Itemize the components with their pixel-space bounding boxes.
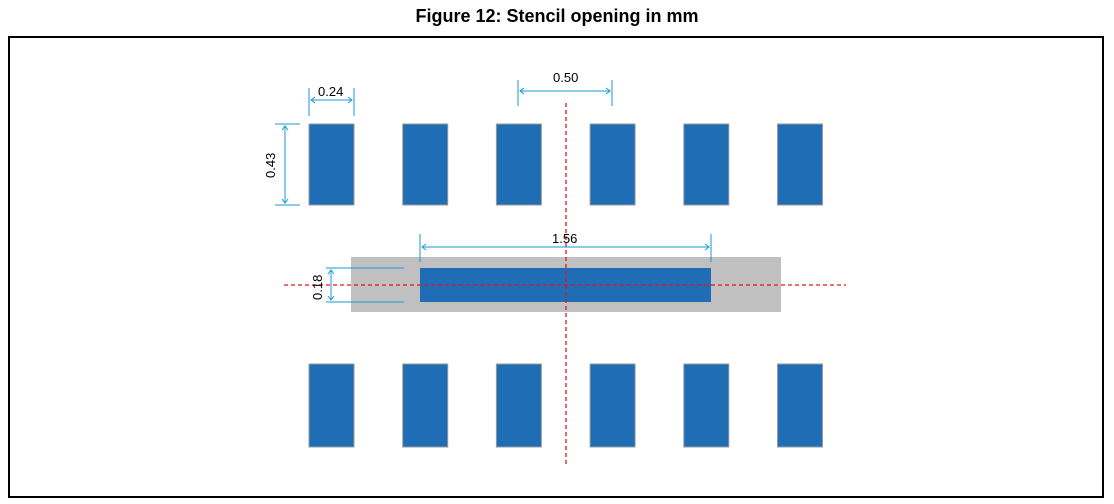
bottom-pad-1 — [308, 363, 355, 448]
top-pad-3 — [495, 123, 542, 206]
pad-height-dimension — [275, 123, 300, 206]
center-length-label: 1.56 — [552, 231, 577, 246]
figure-title: Figure 12: Stencil opening in mm — [415, 6, 699, 26]
top-pad-4 — [589, 123, 636, 206]
figure-frame — [8, 36, 1104, 498]
top-pad-1 — [308, 123, 355, 206]
top-pad-2 — [402, 123, 449, 206]
bottom-pad-3 — [495, 363, 542, 448]
center-width-dimension — [326, 267, 404, 303]
pad-width-label: 0.24 — [318, 84, 343, 99]
bottom-pad-4 — [589, 363, 636, 448]
pitch-label: 0.50 — [553, 70, 578, 85]
bottom-pad-2 — [402, 363, 449, 448]
bottom-pad-6 — [777, 363, 823, 448]
pad-width-dimension — [308, 88, 355, 116]
top-pad-5 — [683, 123, 730, 206]
bottom-pad-5 — [683, 363, 730, 448]
center-width-label: 0.18 — [310, 275, 325, 300]
pad-group — [308, 123, 823, 448]
center-length-dimension — [419, 234, 712, 262]
top-pad-6 — [777, 123, 823, 206]
pitch-dimension — [517, 80, 613, 106]
pad-height-label: 0.43 — [263, 153, 278, 178]
